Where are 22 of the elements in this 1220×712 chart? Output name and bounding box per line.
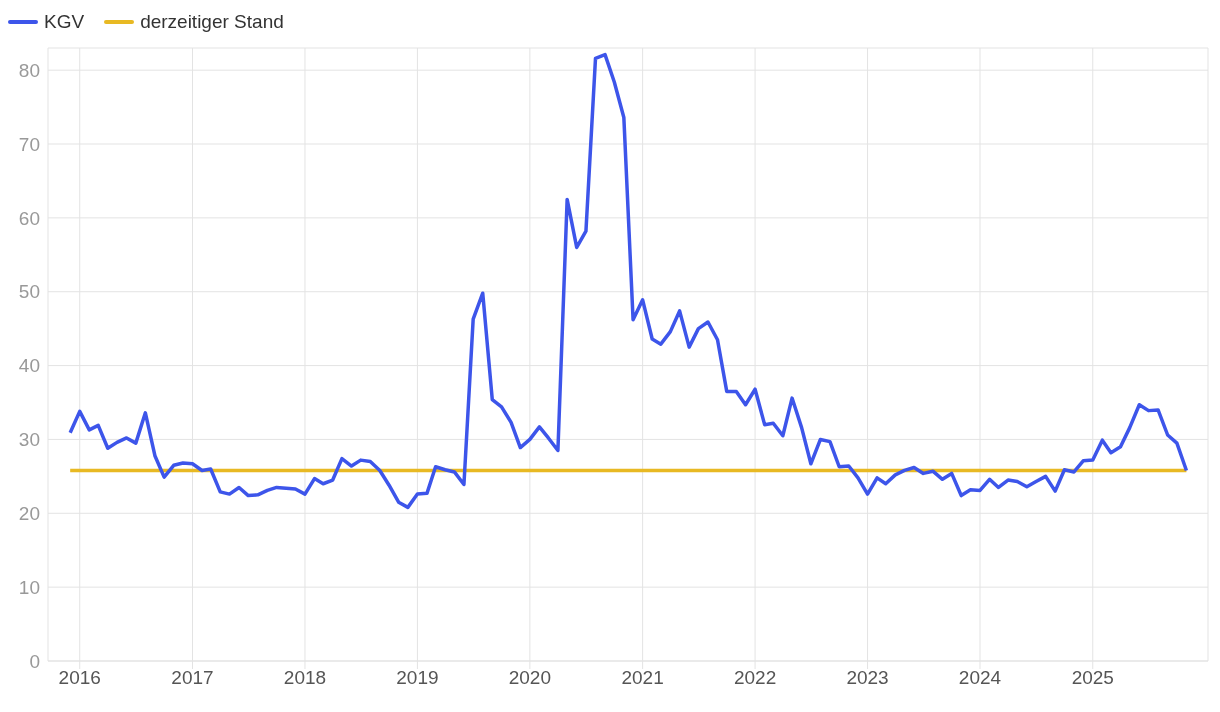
y-tick-label: 0 bbox=[29, 650, 40, 672]
x-tick-label: 2019 bbox=[396, 667, 439, 689]
y-tick-label: 40 bbox=[18, 355, 40, 377]
y-tick-label: 20 bbox=[18, 503, 40, 525]
legend-label: derzeitiger Stand bbox=[140, 11, 284, 33]
x-tick-label: 2017 bbox=[171, 667, 214, 689]
legend-label: KGV bbox=[44, 11, 85, 33]
y-tick-label: 60 bbox=[18, 207, 40, 229]
x-tick-label: 2021 bbox=[621, 667, 664, 689]
x-tick-label: 2025 bbox=[1071, 667, 1114, 689]
y-tick-label: 80 bbox=[18, 59, 40, 81]
y-tick-label: 10 bbox=[18, 576, 40, 598]
y-tick-label: 50 bbox=[18, 281, 40, 303]
y-tick-label: 30 bbox=[18, 429, 40, 451]
x-tick-label: 2016 bbox=[58, 667, 101, 689]
line-series bbox=[68, 52, 1189, 510]
x-tick-label: 2023 bbox=[846, 667, 889, 689]
x-tick-label: 2018 bbox=[283, 667, 327, 689]
x-tick-label: 2022 bbox=[733, 667, 777, 689]
x-tick-label: 2020 bbox=[508, 667, 552, 689]
y-tick-label: 70 bbox=[18, 133, 40, 155]
x-tick-label: 2024 bbox=[958, 667, 1002, 689]
